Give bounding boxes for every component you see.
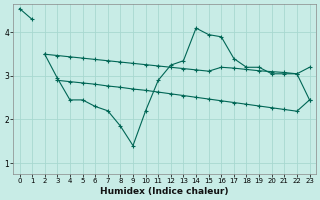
X-axis label: Humidex (Indice chaleur): Humidex (Indice chaleur) bbox=[100, 187, 229, 196]
